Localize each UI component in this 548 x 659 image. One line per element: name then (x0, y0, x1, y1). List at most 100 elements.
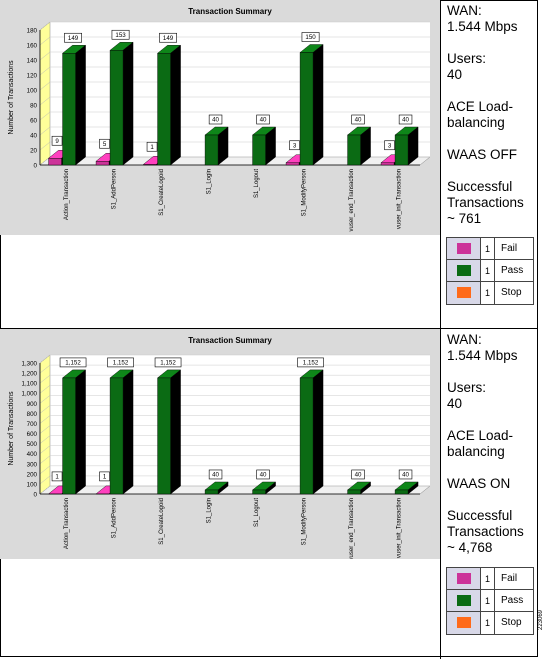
pass-data-label: 40 (260, 117, 267, 124)
waas-status: WAAS ON (447, 476, 511, 491)
fail-data-label-box (146, 141, 158, 152)
y-tick-label: 1,300 (22, 361, 38, 368)
y-tick-label: 1,000 (22, 391, 38, 398)
pass-data-label-box (111, 29, 130, 40)
transaction-summary-chart: Transaction Summary 0 100 200 300 400 500 600 70… (8, 336, 431, 559)
y-tick-label: 300 (27, 461, 38, 468)
gridline-side (39, 36, 51, 46)
fail-data-label-box (99, 138, 110, 149)
legend: 1 Fail 1 Pass 1 Stop (446, 567, 534, 635)
gridline-side (39, 395, 51, 404)
gridline-side (39, 475, 51, 485)
pass-bar (109, 377, 124, 495)
x-tick-label: S1_Logout (254, 169, 260, 198)
x-tick-label: vuser_end_Transaction (349, 498, 355, 559)
pass-bar (157, 377, 171, 495)
y-tick-label: 700 (27, 421, 38, 428)
pass-bar (299, 52, 314, 166)
ace-line-2: balancing (447, 444, 505, 459)
fail-data-label-box (51, 471, 63, 482)
gridline-side (39, 455, 51, 464)
y-tick-label: 100 (27, 88, 38, 95)
figure-id: 223069 (538, 609, 544, 630)
success-value: ~ 761 (447, 211, 482, 226)
x-tick-label: vuser_init_Transaction (396, 498, 402, 558)
pass-data-label: 149 (68, 35, 79, 42)
pass-bar (62, 377, 76, 495)
gridline-side (39, 485, 51, 495)
x-tick-label: S1_AddPerson (111, 169, 117, 209)
y-tick-label: 180 (27, 28, 38, 35)
pass-data-label: 40 (355, 117, 362, 124)
legend-count: 1 (481, 612, 495, 634)
pass-data-label-box (208, 114, 223, 125)
waas-status: WAAS OFF (447, 147, 517, 162)
x-tick-label: S1_ModifyPerson (301, 498, 307, 545)
y-tick-label: 800 (27, 411, 38, 418)
chart-area: Transaction Summary 0 100 200 300 400 500 600 70… (0, 329, 440, 559)
gridline-side (39, 445, 51, 454)
legend-row-fail: 1 Fail (447, 238, 533, 260)
pass-bar-side (312, 44, 324, 166)
fail-data-label: 3 (388, 142, 392, 149)
fail-data-label: 9 (55, 138, 59, 145)
gridline-side (39, 354, 51, 364)
pass-data-label-box (256, 469, 270, 480)
y-tick-label: 80 (30, 103, 37, 110)
gridline-side (39, 51, 51, 61)
legend-label: Fail (501, 243, 518, 254)
legend-row-pass: 1 Pass (447, 590, 533, 612)
success-line-2: Transactions (447, 524, 524, 539)
success-line-1: Successful (447, 179, 513, 194)
fail-data-label-box (384, 140, 395, 151)
legend-label: Pass (501, 595, 524, 606)
legend-label: Stop (501, 617, 522, 628)
plot-side-wall (39, 354, 51, 495)
success-line-2: Transactions (447, 195, 524, 210)
y-tick-label: 0 (34, 492, 38, 499)
gridline-side (39, 126, 51, 136)
stop-swatch (457, 287, 471, 298)
pass-bar (394, 489, 409, 495)
y-tick-label: 500 (27, 441, 38, 448)
pass-bar-side (75, 369, 86, 495)
fail-swatch (457, 243, 471, 254)
x-tick-label: vuser_init_Transaction (396, 169, 402, 229)
gridline-side (39, 425, 51, 434)
info-column: WAN: 1.544 Mbps Users: 40 ACE Load- bala… (440, 0, 538, 328)
gridline-side (39, 374, 51, 384)
legend-count: 1 (481, 260, 495, 281)
panel-waas-off: Transaction Summary 0 20 40 60 80 100 120 140 160… (0, 0, 538, 329)
gridline-side (39, 66, 51, 76)
y-tick-label: 400 (27, 451, 38, 458)
legend-count: 1 (481, 568, 495, 589)
x-tick-label: S1_Logout (254, 498, 260, 527)
wan-value: 1.544 Mbps (447, 348, 518, 363)
pass-data-label-box (398, 114, 413, 125)
pass-data-label: 150 (305, 34, 316, 41)
pass-data-label-box (256, 114, 270, 125)
ace-line-1: ACE Load- (447, 428, 514, 443)
legend-row-fail: 1 Fail (447, 568, 533, 590)
y-tick-label: 120 (27, 73, 38, 80)
pass-bar-side (312, 369, 324, 495)
gridline-side (39, 364, 51, 374)
wan-label: WAN: (447, 3, 482, 18)
pass-data-label-box (64, 32, 82, 43)
pass-data-label-box (301, 32, 320, 42)
pass-data-label-box (297, 357, 324, 368)
stop-swatch (457, 617, 471, 628)
users-label: Users: (447, 51, 487, 66)
fail-data-label-box (289, 140, 300, 151)
pass-data-label-box (59, 357, 87, 368)
y-tick-label: 900 (27, 401, 38, 408)
x-tick-label: S1_Login (206, 498, 212, 523)
y-tick-label: 1,200 (22, 371, 38, 378)
pass-bar-side (170, 369, 181, 495)
gridline-side (39, 141, 51, 151)
legend-count: 1 (481, 282, 495, 304)
users-value: 40 (447, 67, 463, 82)
pass-bar (252, 489, 266, 495)
legend-row-pass: 1 Pass (447, 260, 533, 282)
gridline-side (39, 111, 51, 121)
